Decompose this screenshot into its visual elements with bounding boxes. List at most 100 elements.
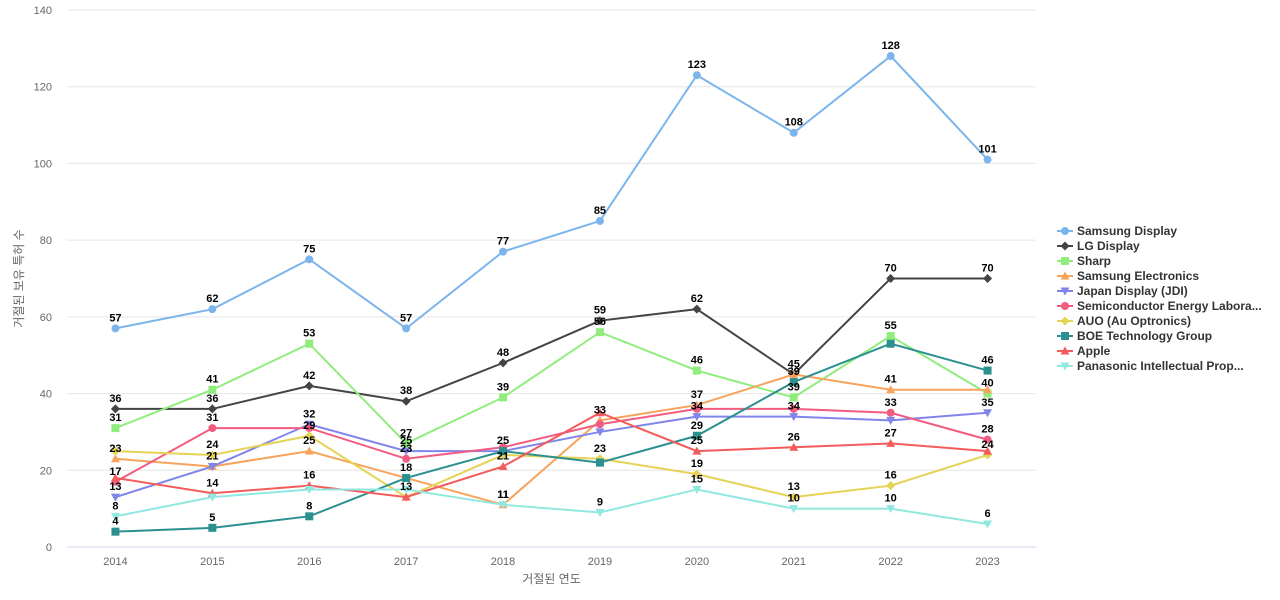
legend-marker [1060, 241, 1070, 251]
data-point [983, 385, 993, 394]
data-point [692, 71, 701, 80]
data-label: 27 [885, 427, 897, 439]
data-point [789, 442, 799, 451]
data-label: 35 [981, 397, 993, 409]
data-label: 57 [109, 312, 121, 324]
data-point [595, 420, 604, 429]
series-line [115, 411, 988, 499]
data-label: 31 [109, 412, 121, 424]
data-point [401, 485, 411, 494]
x-tick-label: 2015 [200, 556, 224, 568]
legend-item[interactable]: BOE Technology Group [1057, 329, 1212, 343]
legend-item[interactable]: Panasonic Intellectual Prop... [1057, 359, 1244, 373]
data-point [402, 324, 411, 333]
y-tick-label: 20 [40, 465, 52, 477]
data-label: 42 [303, 370, 315, 382]
data-label: 28 [981, 424, 993, 436]
legend-item[interactable]: Apple [1057, 344, 1111, 358]
data-label: 14 [206, 477, 219, 489]
legend-item[interactable]: Japan Display (JDI) [1057, 284, 1188, 298]
data-point [110, 446, 120, 456]
series-line [115, 54, 989, 330]
legend-item[interactable]: Samsung Display [1057, 224, 1177, 238]
y-tick-label: 100 [34, 158, 52, 170]
legend-marker [1061, 257, 1069, 265]
data-point [595, 428, 605, 437]
legend-label: Samsung Display [1077, 224, 1177, 238]
data-label: 33 [885, 397, 897, 409]
data-label: 23 [109, 443, 121, 455]
data-point [304, 485, 314, 494]
legend-marker [1061, 332, 1069, 340]
data-label: 29 [691, 420, 703, 432]
data-point [111, 324, 120, 333]
legend-label: Sharp [1077, 254, 1111, 268]
data-label: 21 [497, 450, 509, 462]
data-label: 34 [788, 401, 801, 413]
series-9 [110, 485, 993, 529]
legend-item[interactable]: Semiconductor Energy Labora... [1057, 299, 1262, 313]
series-line [115, 373, 988, 506]
legend-marker [1060, 287, 1070, 296]
data-label: 10 [885, 493, 897, 505]
data-point [402, 439, 411, 448]
legend-item[interactable]: LG Display [1057, 239, 1140, 253]
data-label: 8 [112, 500, 118, 512]
data-point [983, 435, 992, 444]
legend-marker [1060, 316, 1070, 326]
data-point [499, 393, 508, 402]
legend-label: LG Display [1077, 239, 1140, 253]
data-point [983, 389, 992, 398]
data-label: 38 [400, 385, 412, 397]
data-label: 16 [885, 470, 897, 482]
data-point [692, 404, 701, 413]
x-axis-title: 거절된 연도 [522, 572, 581, 586]
data-point [692, 304, 702, 314]
data-point [498, 501, 508, 510]
series-line [115, 488, 988, 525]
legend-marker [1060, 271, 1070, 280]
series-8 [110, 408, 993, 501]
data-point [886, 481, 896, 491]
data-point [886, 385, 896, 394]
data-point [692, 366, 701, 375]
y-tick-label: 0 [46, 542, 52, 554]
data-label: 17 [109, 466, 121, 478]
data-point [983, 446, 993, 455]
x-tick-label: 2023 [975, 556, 999, 568]
data-label: 128 [881, 40, 899, 52]
series-line [114, 407, 988, 483]
data-label: 8 [306, 500, 312, 512]
data-point [789, 369, 799, 378]
legend-marker [1061, 302, 1069, 310]
data-label: 11 [497, 489, 509, 501]
data-label: 53 [303, 328, 315, 340]
data-label: 5 [209, 512, 215, 524]
data-label: 39 [788, 366, 800, 378]
series-2 [111, 328, 992, 448]
y-tick-label: 140 [34, 5, 52, 17]
data-point [401, 492, 411, 501]
data-point [886, 416, 896, 425]
data-label: 32 [303, 408, 315, 420]
data-point [305, 339, 314, 348]
series-4 [110, 409, 993, 502]
data-point [789, 393, 798, 402]
data-label: 24 [981, 439, 994, 451]
data-point [208, 523, 217, 532]
legend-item[interactable]: Samsung Electronics [1057, 269, 1199, 283]
legend-item[interactable]: Sharp [1057, 254, 1111, 268]
data-point [110, 404, 120, 414]
data-label: 25 [691, 435, 703, 447]
series-line [115, 411, 988, 499]
data-label: 34 [691, 401, 704, 413]
data-point [789, 128, 798, 137]
data-label: 33 [594, 404, 606, 416]
legend-label: AUO (Au Optronics) [1077, 314, 1191, 328]
data-label: 62 [691, 293, 703, 305]
data-label: 36 [109, 393, 121, 405]
legend-item[interactable]: AUO (Au Optronics) [1057, 314, 1191, 328]
data-point [304, 446, 314, 455]
